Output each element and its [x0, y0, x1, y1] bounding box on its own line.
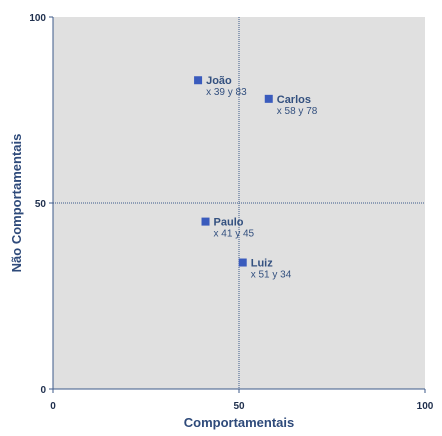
y-tick-label: 100 [29, 13, 46, 24]
point-name-label: Luiz [251, 258, 273, 270]
point-marker [264, 94, 273, 103]
point-coordinate-label: x 41 y 45 [214, 229, 255, 240]
y-axis-title: Não Comportamentais [9, 134, 24, 273]
y-tick-label: 0 [40, 385, 46, 396]
point-marker [238, 258, 247, 267]
point-coordinate-label: x 51 y 34 [251, 270, 292, 281]
point-name-label: Carlos [277, 94, 311, 106]
point-marker [201, 217, 210, 226]
y-tick-label: 50 [35, 199, 47, 210]
point-marker [194, 76, 203, 85]
x-axis-title: Comportamentais [184, 415, 295, 430]
point-name-label: Paulo [214, 217, 244, 229]
point-name-label: João [206, 75, 232, 87]
point-coordinate-label: x 39 y 83 [206, 87, 247, 98]
y-ticks: 0 50 100 [29, 13, 53, 396]
x-ticks: 0 50 100 [50, 389, 434, 412]
x-tick-label: 100 [417, 401, 434, 412]
x-tick-label: 50 [233, 401, 245, 412]
point-coordinate-label: x 58 y 78 [277, 106, 318, 117]
reference-lines [53, 17, 425, 389]
x-tick-label: 0 [50, 401, 56, 412]
